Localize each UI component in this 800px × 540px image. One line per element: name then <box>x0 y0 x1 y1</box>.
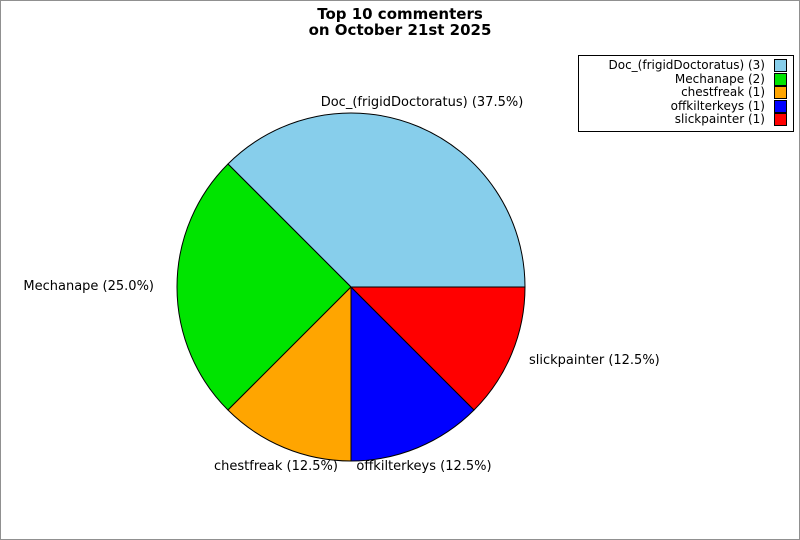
legend-swatch-icon <box>774 59 787 73</box>
pie-label-mechanape: Mechanape (25.0%) <box>23 279 154 294</box>
legend-item-slickpainter: slickpainter (1) <box>585 113 787 127</box>
pie-label-slickpainter: slickpainter (12.5%) <box>529 353 660 368</box>
legend-item-doc-frigiddoctoratus: Doc_(frigidDoctoratus) (3) <box>585 59 787 73</box>
legend-label: Doc_(frigidDoctoratus) (3) <box>608 58 766 73</box>
legend-swatch-icon <box>774 99 787 113</box>
pie-label-doc-frigiddoctoratus: Doc_(frigidDoctoratus) (37.5%) <box>320 95 524 110</box>
pie-label-chestfreak: chestfreak (12.5%) <box>214 459 338 474</box>
legend-item-offkilterkeys: offkilterkeys (1) <box>585 98 787 114</box>
pie-slice-offkilterkeys <box>350 286 475 462</box>
legend-label: slickpainter (1) <box>674 112 765 127</box>
legend-item-mechanape: Mechanape (2) <box>585 71 787 87</box>
pie-slice-doc-frigiddoctoratus <box>227 112 526 288</box>
legend-label: offkilterkeys (1) <box>670 98 765 113</box>
legend-swatch-icon <box>774 86 787 100</box>
pie-label-offkilterkeys: offkilterkeys (12.5%) <box>356 459 492 474</box>
legend-swatch-icon <box>774 72 787 86</box>
legend-item-chestfreak: chestfreak (1) <box>585 86 787 100</box>
legend: Doc_(frigidDoctoratus) (3) Mechanape (2)… <box>578 55 794 132</box>
chart-title: Top 10 commenters on October 21st 2025 <box>1 6 799 38</box>
pie-slice-slickpainter <box>350 286 526 411</box>
chart-title-line2: on October 21st 2025 <box>308 21 492 39</box>
pie-slice-mechanape <box>176 163 352 411</box>
chart-title-line1: Top 10 commenters <box>317 5 483 23</box>
pie-slice-chestfreak <box>227 286 352 462</box>
legend-swatch-icon <box>774 113 787 127</box>
legend-label: Mechanape (2) <box>674 71 765 86</box>
legend-label: chestfreak (1) <box>681 85 765 100</box>
